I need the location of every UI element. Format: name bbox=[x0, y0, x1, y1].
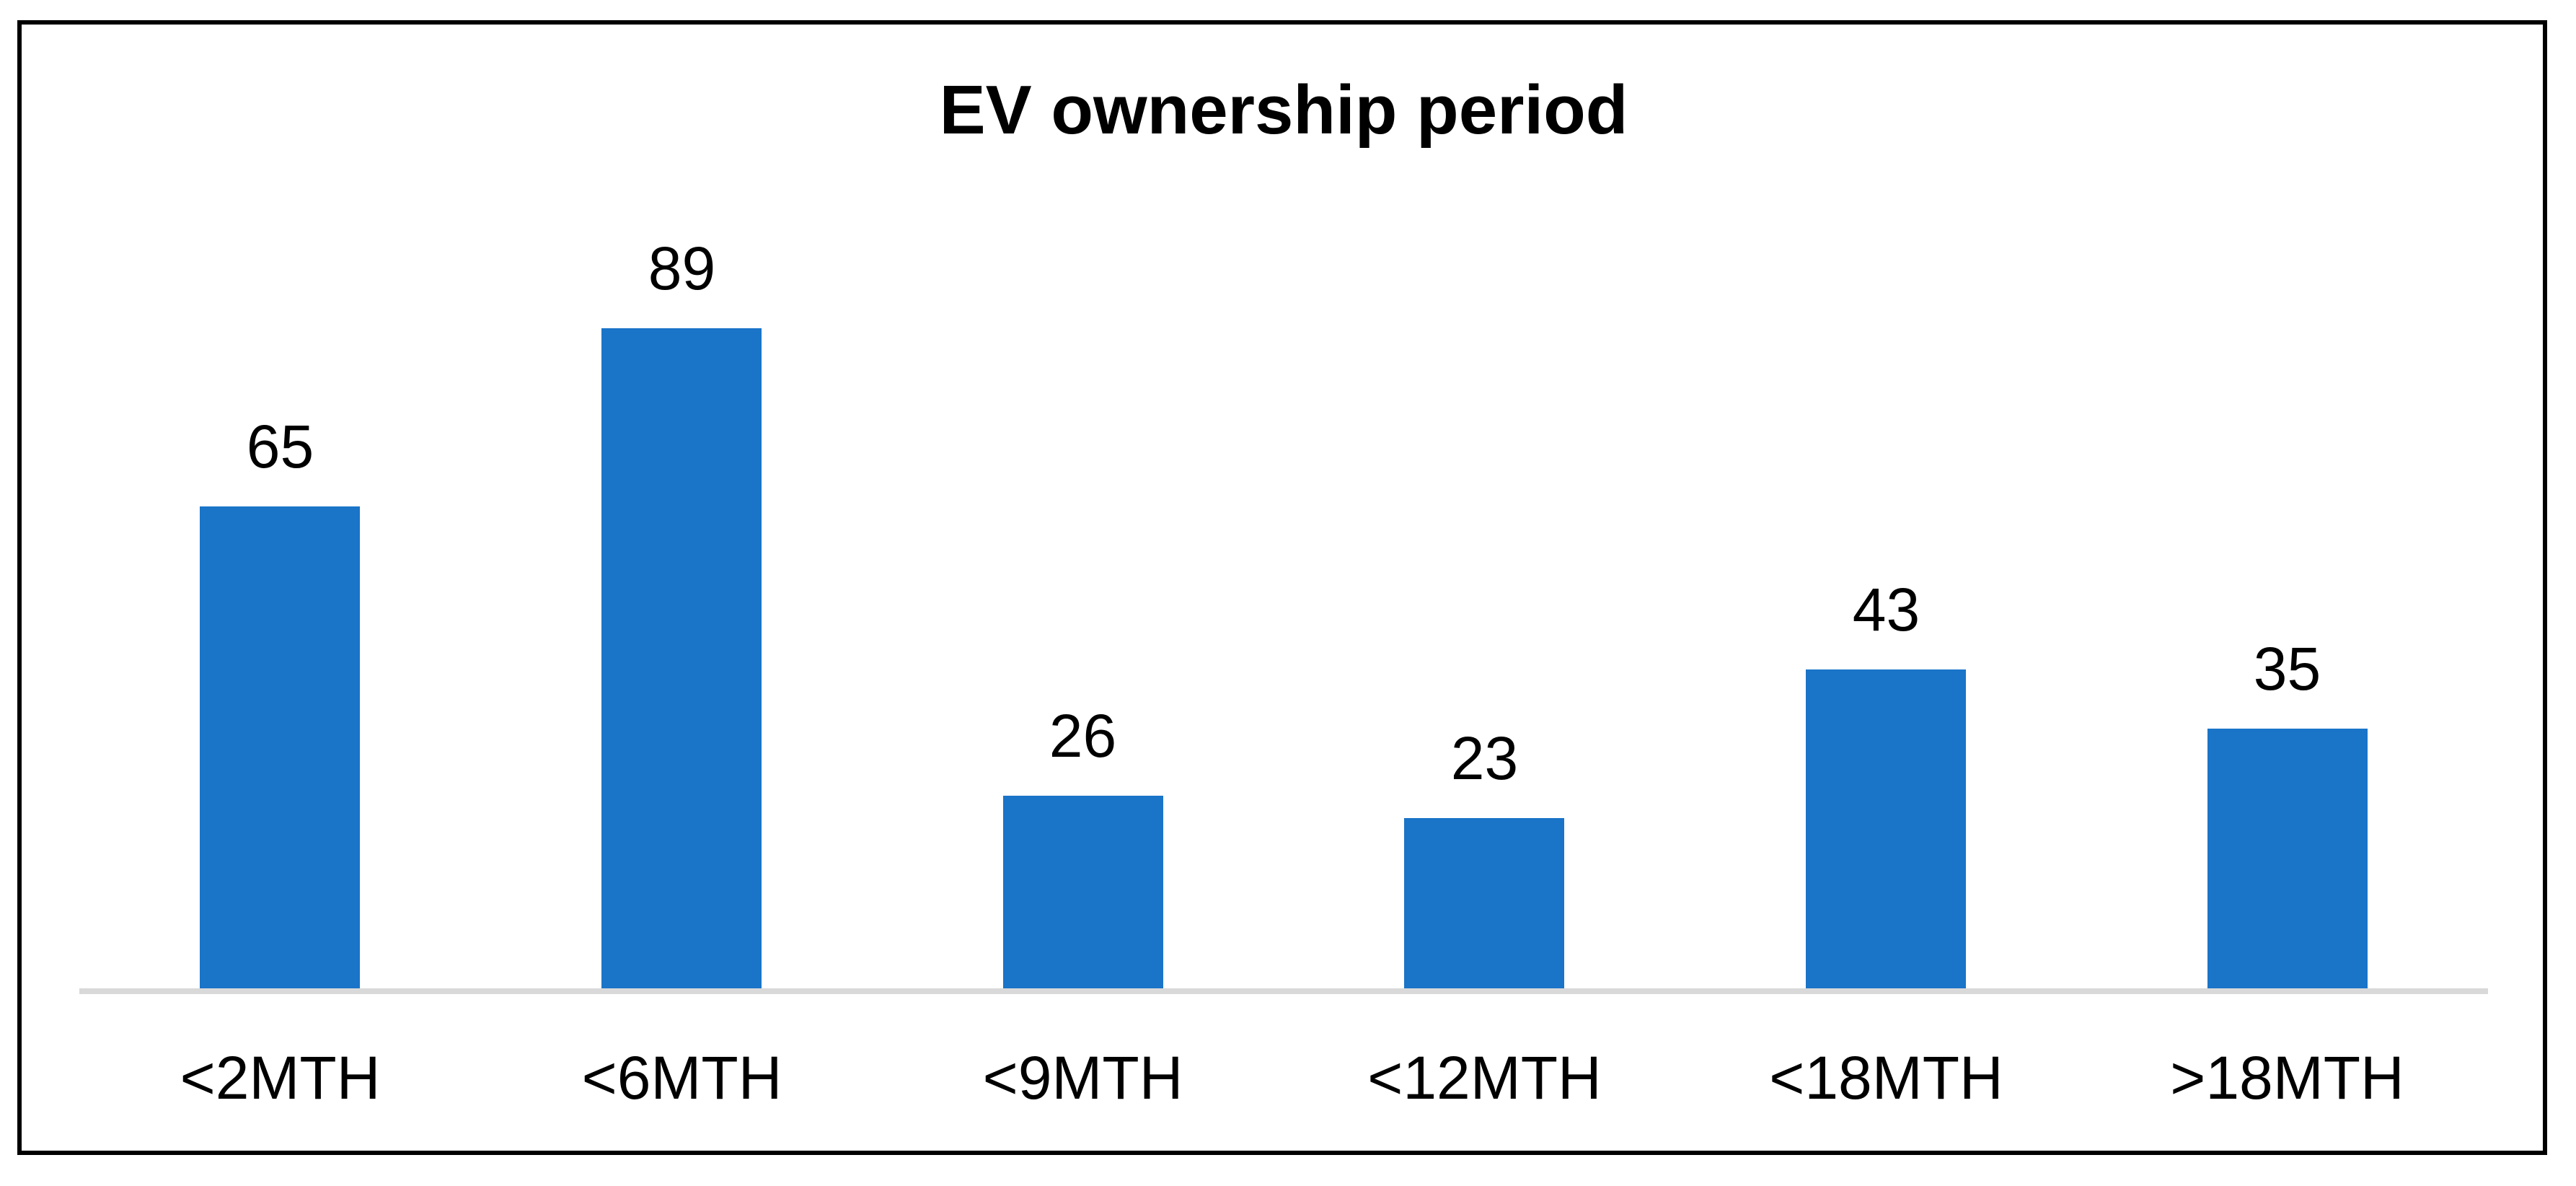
x-axis-label: <6MTH bbox=[581, 1044, 782, 1112]
bar-value-label: 89 bbox=[648, 234, 716, 302]
bar-value-label: 43 bbox=[1852, 576, 1920, 643]
bar-gt-18mth bbox=[2207, 729, 2368, 988]
x-axis-label: <18MTH bbox=[1769, 1044, 2003, 1112]
x-axis-line bbox=[79, 988, 2488, 994]
bar-lt-9mth bbox=[1003, 796, 1163, 988]
bar-lt-6mth bbox=[601, 328, 762, 988]
x-axis-label: <12MTH bbox=[1367, 1044, 1602, 1112]
chart-title: EV ownership period bbox=[939, 71, 1628, 149]
x-axis-label: <2MTH bbox=[180, 1044, 381, 1112]
bar-value-label: 23 bbox=[1450, 724, 1519, 792]
x-axis-label: <9MTH bbox=[982, 1044, 1183, 1112]
bar-value-label: 65 bbox=[246, 413, 314, 480]
bar-lt-12mth bbox=[1404, 818, 1564, 988]
x-axis-label: >18MTH bbox=[2170, 1044, 2404, 1112]
bar-lt-18mth bbox=[1806, 669, 1966, 988]
bar-lt-2mth bbox=[200, 506, 360, 988]
chart-frame bbox=[17, 20, 2547, 1155]
bar-value-label: 35 bbox=[2253, 635, 2321, 703]
bar-value-label: 26 bbox=[1049, 702, 1117, 770]
